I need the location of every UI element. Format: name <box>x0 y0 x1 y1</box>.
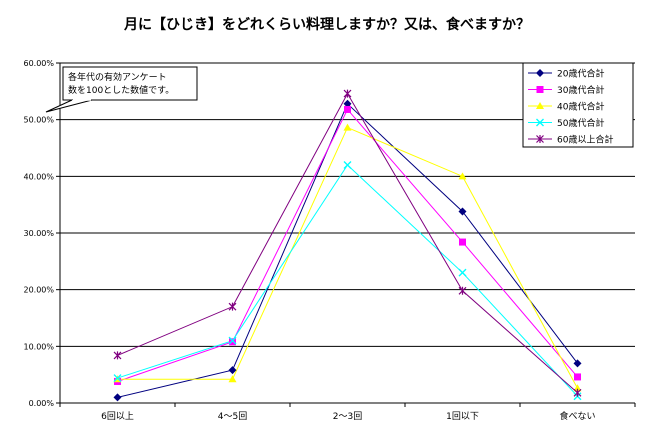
x-marker <box>536 118 544 127</box>
x-tick-label: 2～3回 <box>333 411 362 422</box>
x-tick-label: 6回以上 <box>101 411 134 422</box>
diamond-marker <box>113 393 122 402</box>
y-tick-labels: 0.00% 10.00% 20.00% 30.00% 40.00% 50.00% 60.00… <box>23 59 54 408</box>
series-lines <box>117 92 578 398</box>
legend-label: 20歳代合計 <box>557 68 604 80</box>
y-tick-label: 10.00% <box>23 342 54 351</box>
triangle-marker <box>343 123 352 131</box>
annotation-text: 数を100とした数値です。 <box>68 84 174 96</box>
x-tick-label: 1回以下 <box>446 411 479 422</box>
legend-label: 60歳以上合計 <box>557 134 613 146</box>
square-marker <box>229 338 236 346</box>
axes <box>59 63 636 407</box>
legend-label: 40歳代合計 <box>557 101 604 113</box>
x-tick-labels: 6回以上 4～5回 2～3回 1回以下 食べない <box>101 410 595 422</box>
triangle-marker <box>536 102 544 109</box>
star-marker <box>458 286 467 295</box>
square-marker <box>574 373 581 381</box>
y-tick-label: 60.00% <box>23 59 54 68</box>
diamond-marker <box>343 99 352 108</box>
y-tick-label: 20.00% <box>23 286 54 295</box>
legend-label: 50歳代合計 <box>557 117 604 129</box>
annotation-text: 各年代の有効アンケート <box>68 71 167 83</box>
diamond-marker <box>573 359 582 368</box>
series-line-4 <box>117 164 578 397</box>
y-tick-label: 40.00% <box>23 172 54 181</box>
triangle-marker <box>573 384 582 392</box>
series-line-5 <box>117 92 578 394</box>
legend: 20歳代合計 30歳代合計 40歳代合計 50歳代合計 60歳以上合計 <box>522 62 634 148</box>
x-marker <box>458 268 467 277</box>
star-marker <box>343 89 352 98</box>
star-marker <box>536 135 544 143</box>
series-line-3 <box>117 126 578 389</box>
star-marker <box>573 388 582 397</box>
series-line-2 <box>117 108 578 382</box>
square-marker <box>459 238 466 246</box>
diamond-marker <box>536 69 544 77</box>
star-marker <box>228 302 237 311</box>
series-line-1 <box>117 102 578 398</box>
y-tick-label: 30.00% <box>23 229 54 238</box>
x-marker <box>228 336 237 345</box>
square-marker <box>344 105 351 113</box>
x-tick-label: 食べない <box>559 410 595 422</box>
annotation-box <box>62 66 198 101</box>
diamond-marker <box>458 207 467 216</box>
legend-label: 30歳代合計 <box>557 84 604 96</box>
annotation-pointer <box>45 99 93 113</box>
square-marker <box>536 86 544 93</box>
star-marker <box>113 351 122 360</box>
x-tick-label: 4～5回 <box>218 411 247 422</box>
y-tick-label: 0.00% <box>29 399 55 408</box>
chart-title: 月に【ひじき】をどれくらい料理しますか？又は、食べますか？ <box>123 16 530 33</box>
series-markers <box>113 89 582 402</box>
x-marker <box>113 374 122 383</box>
diamond-marker <box>228 366 237 375</box>
triangle-marker <box>228 375 237 383</box>
y-tick-label: 50.00% <box>23 116 54 125</box>
triangle-marker <box>458 172 467 180</box>
x-marker <box>343 161 352 169</box>
